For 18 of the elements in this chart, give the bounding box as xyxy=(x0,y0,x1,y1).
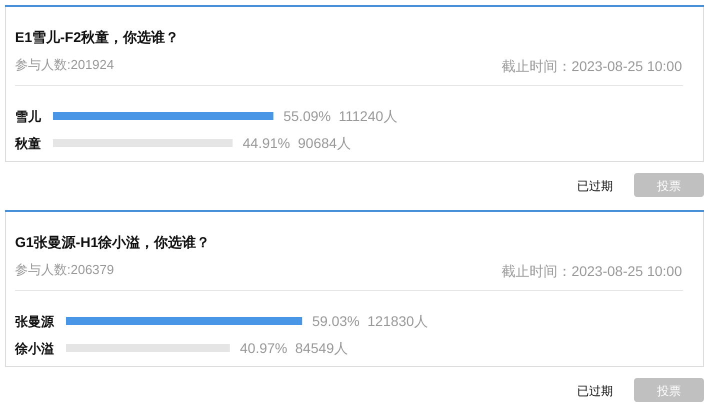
text: 截止时间：2023-08-25 10:00 xyxy=(501,263,682,279)
data-label: 59.03% 121830人 xyxy=(312,313,428,329)
y-tick-label: 秋童 xyxy=(14,136,41,151)
chart-subtitle: 参与人数:206379 xyxy=(15,262,114,277)
y-tick-label: 徐小溢 xyxy=(14,341,54,356)
chart-subtitle: 参与人数:201924 xyxy=(15,57,114,72)
y-tick-label: 雪儿 xyxy=(15,109,42,124)
text: 截止时间：2023-08-25 10:00 xyxy=(501,58,682,74)
text: 投票 xyxy=(656,179,681,193)
text: 已过期 xyxy=(577,179,613,193)
y-tick-label: 张曼源 xyxy=(15,314,55,329)
chart-title: G1张曼源-H1徐小溢，你选谁？ xyxy=(15,234,210,250)
data-label: 40.97% 84549人 xyxy=(240,340,348,356)
data-label: 55.09% 111240人 xyxy=(283,108,398,124)
text: 已过期 xyxy=(577,384,613,398)
data-label: 44.91% 90684人 xyxy=(242,135,351,151)
chart-title: E1雪儿-F2秋童，你选谁？ xyxy=(15,29,180,45)
text: 投票 xyxy=(656,384,681,398)
